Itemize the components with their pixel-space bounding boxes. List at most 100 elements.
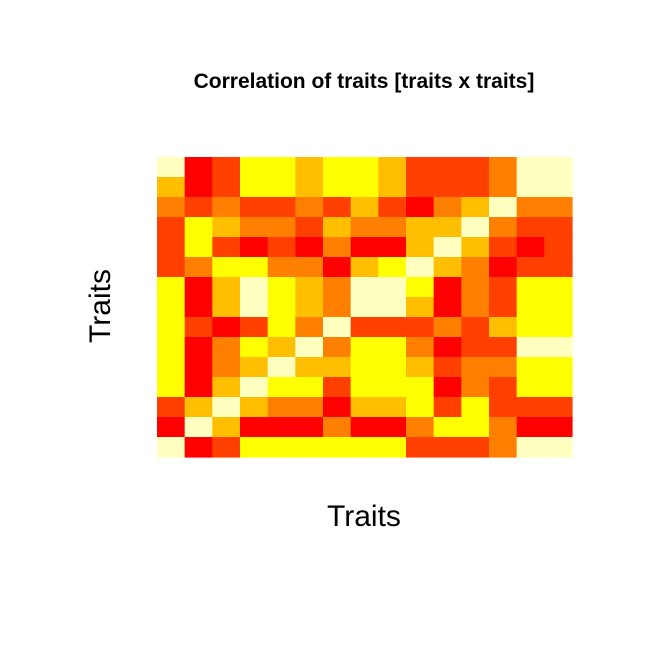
heatmap-cell <box>489 197 518 218</box>
heatmap-cell <box>544 377 573 398</box>
heatmap-cell <box>212 197 241 218</box>
heatmap-cell <box>323 177 352 198</box>
heatmap-cell <box>323 337 352 358</box>
heatmap-cell <box>157 317 186 338</box>
heatmap-cell <box>240 177 269 198</box>
heatmap-cell <box>544 157 573 178</box>
heatmap-cell <box>295 277 324 298</box>
heatmap-cell <box>323 297 352 318</box>
heatmap-cell <box>378 437 407 458</box>
heatmap-cell <box>516 237 545 258</box>
heatmap-cell <box>516 397 545 418</box>
heatmap-cell <box>323 237 352 258</box>
heatmap-cell <box>489 437 518 458</box>
heatmap-cell <box>212 437 241 458</box>
heatmap-cell <box>489 317 518 338</box>
heatmap-cell <box>544 397 573 418</box>
heatmap-cell <box>295 257 324 278</box>
heatmap-cell <box>350 397 379 418</box>
heatmap-cell <box>240 257 269 278</box>
heatmap-cell <box>544 177 573 198</box>
heatmap-cell <box>433 377 462 398</box>
heatmap-cell <box>489 277 518 298</box>
heatmap-cell <box>544 277 573 298</box>
heatmap-cell <box>267 277 296 298</box>
heatmap-cell <box>240 337 269 358</box>
heatmap-cell <box>489 237 518 258</box>
heatmap-cell <box>240 377 269 398</box>
heatmap-cell <box>184 257 213 278</box>
heatmap-cell <box>267 417 296 438</box>
heatmap-cell <box>323 397 352 418</box>
heatmap-cell <box>350 157 379 178</box>
heatmap-cell <box>267 397 296 418</box>
heatmap-cell <box>212 237 241 258</box>
y-axis-label: Traits <box>84 269 117 343</box>
heatmap-cell <box>461 277 490 298</box>
heatmap-cell <box>433 297 462 318</box>
heatmap-cell <box>350 237 379 258</box>
heatmap-cell <box>240 437 269 458</box>
heatmap-cell <box>516 437 545 458</box>
heatmap-cell <box>350 257 379 278</box>
heatmap-cell <box>406 217 435 238</box>
heatmap-cell <box>295 397 324 418</box>
heatmap-cell <box>267 377 296 398</box>
heatmap-cell <box>433 197 462 218</box>
heatmap-cell <box>489 297 518 318</box>
heatmap-cell <box>212 337 241 358</box>
heatmap-cell <box>516 357 545 378</box>
heatmap-cell <box>378 157 407 178</box>
heatmap-cell <box>489 257 518 278</box>
heatmap-cell <box>323 157 352 178</box>
heatmap-cell <box>323 197 352 218</box>
heatmap-cell <box>157 377 186 398</box>
heatmap-cell <box>184 337 213 358</box>
heatmap-cell <box>461 177 490 198</box>
heatmap-cell <box>212 297 241 318</box>
heatmap-cell <box>157 417 186 438</box>
heatmap-cell <box>350 177 379 198</box>
heatmap-cell <box>516 417 545 438</box>
heatmap-cell <box>489 417 518 438</box>
heatmap-cell <box>461 397 490 418</box>
heatmap-cell <box>516 157 545 178</box>
heatmap-cell <box>267 437 296 458</box>
heatmap-cell <box>489 157 518 178</box>
heatmap-cell <box>406 237 435 258</box>
heatmap-cell <box>184 377 213 398</box>
heatmap-cell <box>461 357 490 378</box>
heatmap-cell <box>378 357 407 378</box>
heatmap-cell <box>240 237 269 258</box>
heatmap-cell <box>240 417 269 438</box>
heatmap-cell <box>350 297 379 318</box>
heatmap-cell <box>461 417 490 438</box>
heatmap-cell <box>378 377 407 398</box>
heatmap-cell <box>323 317 352 338</box>
heatmap-cell <box>461 337 490 358</box>
heatmap-cell <box>212 317 241 338</box>
heatmap-cell <box>516 377 545 398</box>
heatmap-cell <box>157 277 186 298</box>
heatmap-cell <box>267 217 296 238</box>
chart-title: Correlation of traits [traits x traits] <box>194 70 535 93</box>
heatmap-cell <box>295 197 324 218</box>
heatmap-cell <box>295 237 324 258</box>
heatmap-cell <box>378 397 407 418</box>
heatmap-cells <box>157 157 573 458</box>
heatmap-cell <box>184 297 213 318</box>
heatmap-cell <box>461 157 490 178</box>
heatmap-cell <box>544 297 573 318</box>
heatmap-cell <box>489 337 518 358</box>
heatmap-cell <box>516 257 545 278</box>
heatmap-cell <box>157 257 186 278</box>
heatmap-cell <box>350 277 379 298</box>
heatmap-cell <box>544 317 573 338</box>
heatmap-cell <box>461 377 490 398</box>
heatmap-cell <box>157 297 186 318</box>
heatmap-cell <box>295 377 324 398</box>
heatmap-cell <box>184 217 213 238</box>
heatmap-cell <box>267 297 296 318</box>
heatmap-cell <box>516 337 545 358</box>
heatmap-cell <box>212 377 241 398</box>
